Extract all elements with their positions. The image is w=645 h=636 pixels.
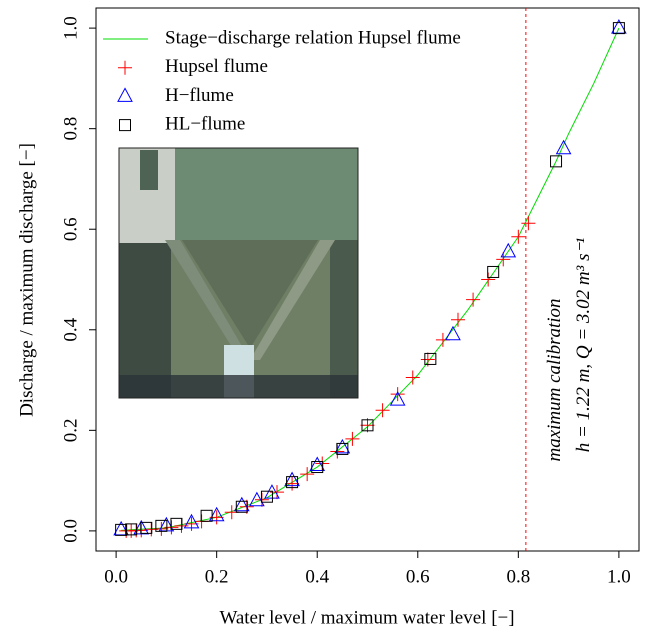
triangle-marker xyxy=(183,513,200,529)
legend-label: HL−flume xyxy=(165,113,245,134)
triangle-marker xyxy=(249,491,265,507)
annotation: maximum calibration xyxy=(544,298,565,461)
triangle-marker xyxy=(389,391,406,406)
x-tick-label: 0.8 xyxy=(506,566,530,587)
plus-marker xyxy=(360,418,375,433)
square-marker xyxy=(170,517,183,530)
square-marker xyxy=(311,461,324,474)
triangle-marker xyxy=(309,456,326,472)
square-marker xyxy=(125,523,138,536)
y-axis-label: Discharge / maximum discharge [−] xyxy=(16,143,37,417)
y-tick-label: 1.0 xyxy=(60,16,81,40)
x-tick-label: 0.6 xyxy=(406,566,430,587)
y-tick-label: 0.0 xyxy=(60,519,81,543)
square-marker xyxy=(119,119,131,132)
plus-marker xyxy=(511,229,526,244)
triangle-marker xyxy=(611,19,627,34)
legend-label: Stage−discharge relation Hupsel flume xyxy=(165,27,461,48)
square-marker xyxy=(336,442,349,455)
square-marker xyxy=(155,519,168,532)
square-marker xyxy=(140,521,153,534)
photo xyxy=(118,147,359,399)
x-tick-label: 0.0 xyxy=(104,566,128,587)
square-marker xyxy=(260,490,273,503)
x-axis-label: Water level / maximum water level [−] xyxy=(219,607,514,628)
x-tick-label: 0.4 xyxy=(305,566,329,587)
triangle-marker xyxy=(208,506,225,522)
square-marker xyxy=(550,155,563,168)
y-tick-label: 0.8 xyxy=(60,117,81,141)
y-tick-label: 0.2 xyxy=(60,418,81,442)
plus-marker xyxy=(118,60,132,75)
plus-marker xyxy=(345,431,360,446)
square-marker xyxy=(286,476,299,489)
x-tick-label: 0.2 xyxy=(205,566,229,587)
square-marker xyxy=(115,523,128,536)
triangle-marker xyxy=(117,87,133,102)
x-tick-label: 1.0 xyxy=(607,566,631,587)
triangle-marker xyxy=(133,519,150,535)
plus-marker xyxy=(300,467,315,482)
plus-marker xyxy=(390,387,405,402)
annotation: h = 1.22 m, Q = 3.02 m³ s⁻¹ xyxy=(573,238,594,453)
triangle-marker xyxy=(500,242,517,258)
plus-marker xyxy=(451,312,465,327)
triangle-marker xyxy=(334,438,351,454)
square-marker xyxy=(424,352,437,365)
square-marker xyxy=(200,509,213,522)
triangle-marker xyxy=(113,520,129,536)
triangle-marker xyxy=(284,471,300,487)
plus-marker xyxy=(496,252,511,267)
plus-marker xyxy=(154,521,169,536)
triangle-marker xyxy=(555,139,572,155)
legend-label: Hupsel flume xyxy=(165,56,268,77)
triangle-marker xyxy=(233,496,250,512)
square-marker xyxy=(487,265,500,278)
y-tick-label: 0.6 xyxy=(60,217,81,241)
square-marker xyxy=(235,500,248,513)
plus-marker xyxy=(405,370,420,385)
square-marker xyxy=(361,419,374,432)
legend-label: H−flume xyxy=(165,85,234,106)
plus-marker xyxy=(521,216,536,231)
plus-marker xyxy=(375,403,390,418)
triangle-marker xyxy=(445,325,461,341)
square-marker xyxy=(612,22,625,35)
plus-marker xyxy=(285,476,300,491)
plot-box xyxy=(95,7,640,552)
plus-marker xyxy=(466,292,481,307)
y-tick-label: 0.4 xyxy=(60,317,81,341)
